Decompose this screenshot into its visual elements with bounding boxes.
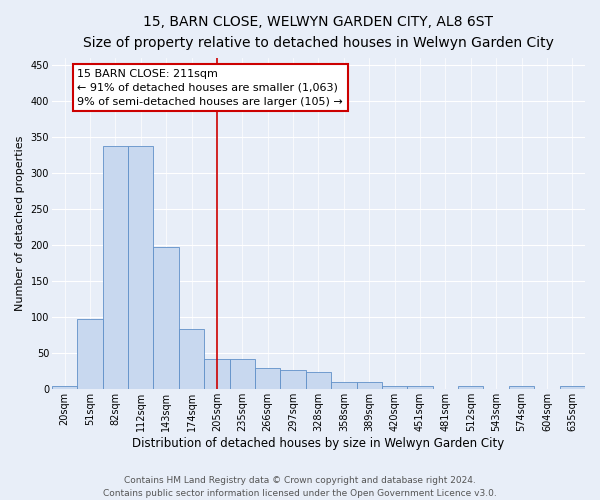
Bar — [52, 386, 77, 390]
Bar — [331, 382, 356, 390]
Bar — [356, 382, 382, 390]
Bar — [255, 368, 280, 390]
Text: Contains HM Land Registry data © Crown copyright and database right 2024.
Contai: Contains HM Land Registry data © Crown c… — [103, 476, 497, 498]
Bar — [128, 146, 154, 390]
Bar — [280, 370, 306, 390]
Title: 15, BARN CLOSE, WELWYN GARDEN CITY, AL8 6ST
Size of property relative to detache: 15, BARN CLOSE, WELWYN GARDEN CITY, AL8 … — [83, 15, 554, 50]
Bar — [306, 372, 331, 390]
Text: 15 BARN CLOSE: 211sqm
← 91% of detached houses are smaller (1,063)
9% of semi-de: 15 BARN CLOSE: 211sqm ← 91% of detached … — [77, 68, 343, 106]
Bar — [77, 320, 103, 390]
Bar — [230, 359, 255, 390]
Y-axis label: Number of detached properties: Number of detached properties — [15, 136, 25, 311]
Bar — [509, 386, 534, 390]
Bar — [560, 386, 585, 390]
X-axis label: Distribution of detached houses by size in Welwyn Garden City: Distribution of detached houses by size … — [133, 437, 505, 450]
Bar — [154, 248, 179, 390]
Bar — [103, 146, 128, 390]
Bar — [204, 359, 230, 390]
Bar — [458, 386, 484, 390]
Bar — [179, 328, 204, 390]
Bar — [382, 386, 407, 390]
Bar — [407, 386, 433, 390]
